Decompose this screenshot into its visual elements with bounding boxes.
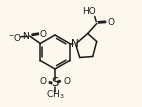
Text: HO: HO [82,7,96,16]
Text: S: S [51,77,59,89]
Text: O: O [40,77,47,86]
Text: O: O [39,30,46,39]
Text: N: N [71,39,79,48]
Text: O: O [107,18,114,27]
Text: CH$_3$: CH$_3$ [46,89,64,101]
Text: N$^+$: N$^+$ [22,30,37,42]
Text: O: O [63,77,70,86]
Text: $^{-}$O: $^{-}$O [8,32,22,43]
